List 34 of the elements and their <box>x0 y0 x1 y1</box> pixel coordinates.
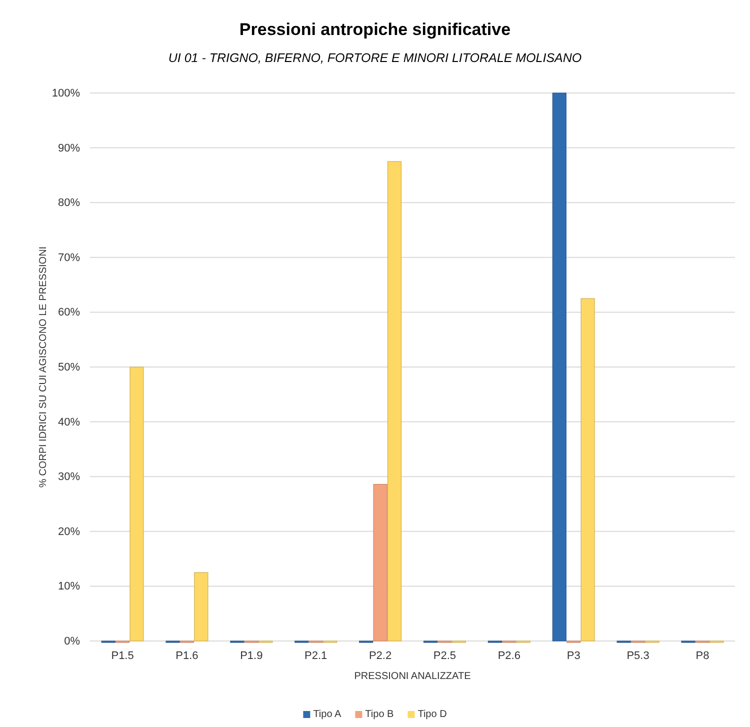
bar <box>130 366 144 642</box>
y-tick-label: 100% <box>52 88 80 100</box>
bar <box>580 298 595 642</box>
chart-title: Pressioni antropiche significative <box>239 20 511 39</box>
x-tick-label: P3 <box>566 650 580 662</box>
x-tick-label: P2.1 <box>304 650 328 662</box>
x-axis-title: PRESSIONI ANALIZZATE <box>354 671 472 682</box>
y-tick-label: 90% <box>58 142 80 154</box>
bar <box>373 484 388 642</box>
x-tick-label: P1.6 <box>176 650 198 662</box>
y-tick-label: 20% <box>58 526 80 538</box>
x-tick-label: P2.2 <box>368 650 392 662</box>
y-tick-label: 10% <box>58 580 80 593</box>
legend-label: Tipo D <box>418 709 447 720</box>
y-tick-label: 50% <box>58 362 80 374</box>
x-tick-label: P1.5 <box>111 650 134 662</box>
bar <box>387 161 402 642</box>
y-axis-title: % CORPI IDRICI SU CUI AGISCONO LE PRESSIONI <box>38 246 49 488</box>
bar <box>194 572 208 642</box>
legend-label: Tipo A <box>313 709 342 720</box>
y-tick-label: 60% <box>58 306 80 319</box>
chart-subtitle: UI 01 - TRIGNO, BIFERNO, FORTORE E MINORI LITORALE MOLISANO <box>168 51 582 65</box>
x-tick-label: P8 <box>696 650 710 662</box>
y-tick-label: 30% <box>58 471 80 484</box>
y-tick-label: 80% <box>58 197 80 210</box>
legend-label: Tipo B <box>365 709 394 720</box>
x-tick-label: P1.9 <box>240 650 263 662</box>
y-tick-label: 70% <box>58 252 80 264</box>
y-tick-label: 40% <box>58 416 80 428</box>
y-tick-label: 0% <box>64 636 80 648</box>
bar <box>552 92 566 642</box>
x-tick-label: P2.5 <box>433 650 456 662</box>
x-tick-label: P2.6 <box>498 650 520 662</box>
x-tick-label: P5.3 <box>626 650 650 662</box>
